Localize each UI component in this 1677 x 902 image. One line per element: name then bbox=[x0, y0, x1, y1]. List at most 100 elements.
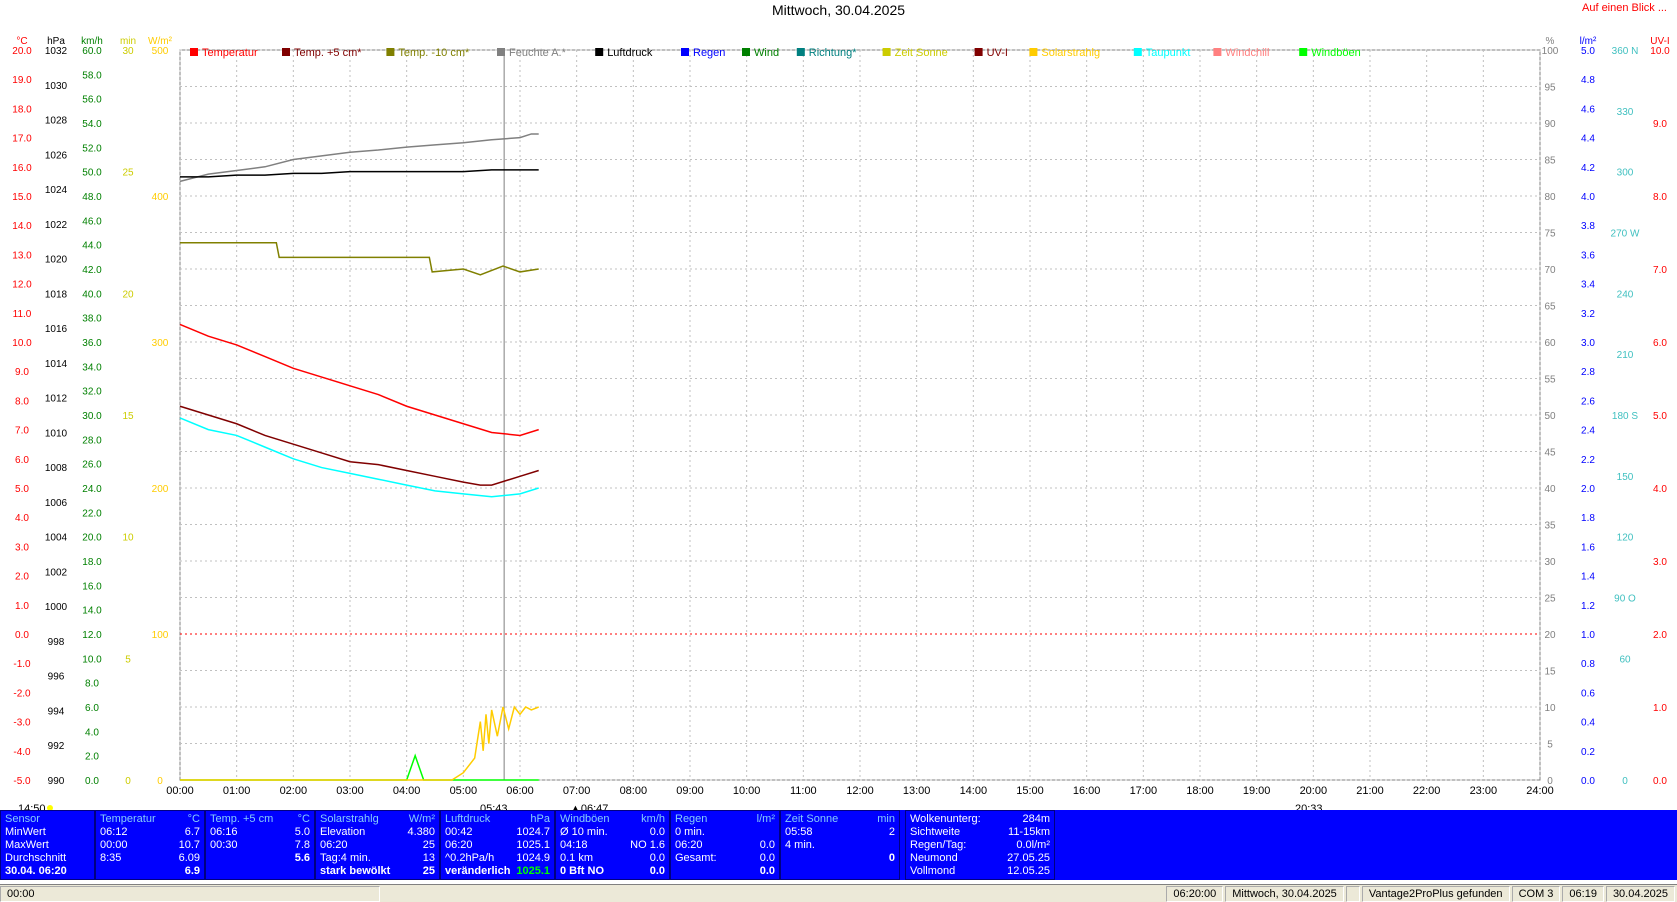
svg-text:4.4: 4.4 bbox=[1581, 134, 1595, 145]
svg-text:Regen: Regen bbox=[693, 47, 725, 59]
svg-text:05:43: 05:43 bbox=[480, 803, 508, 810]
svg-text:Windchill: Windchill bbox=[1225, 47, 1269, 59]
svg-text:1.0: 1.0 bbox=[15, 601, 29, 612]
svg-text:300: 300 bbox=[152, 338, 169, 349]
svg-text:56.0: 56.0 bbox=[82, 95, 102, 106]
svg-text:65: 65 bbox=[1544, 302, 1556, 313]
data-panel: SensorMinWertMaxWertDurchschnitt30.04. 0… bbox=[0, 810, 1677, 880]
svg-text:1.8: 1.8 bbox=[1581, 513, 1595, 524]
svg-text:55: 55 bbox=[1544, 375, 1556, 386]
svg-text:15: 15 bbox=[1544, 667, 1556, 678]
svg-text:-3.0: -3.0 bbox=[13, 718, 31, 729]
svg-text:11.0: 11.0 bbox=[13, 309, 32, 320]
svg-text:15.0: 15.0 bbox=[12, 192, 32, 203]
svg-text:Windböen: Windböen bbox=[1311, 47, 1361, 59]
svg-text:20:33: 20:33 bbox=[1295, 803, 1323, 810]
svg-text:-5.0: -5.0 bbox=[13, 776, 31, 787]
top-right-link[interactable]: Auf einen Blick ... bbox=[1582, 2, 1667, 14]
svg-text:18:00: 18:00 bbox=[1186, 785, 1214, 797]
svg-text:-4.0: -4.0 bbox=[13, 747, 31, 758]
svg-text:30.0: 30.0 bbox=[82, 411, 102, 422]
svg-text:330: 330 bbox=[1617, 107, 1634, 118]
svg-text:17.0: 17.0 bbox=[12, 134, 32, 145]
svg-text:20: 20 bbox=[122, 289, 134, 300]
svg-text:1.6: 1.6 bbox=[1581, 542, 1595, 553]
svg-text:3.6: 3.6 bbox=[1581, 250, 1595, 261]
svg-text:996: 996 bbox=[48, 672, 65, 683]
panel-col: Zeit Sonnemin05:5824 min.0 bbox=[780, 810, 900, 880]
svg-text:180 S: 180 S bbox=[1612, 411, 1638, 422]
svg-text:1000: 1000 bbox=[45, 602, 68, 613]
svg-text:75: 75 bbox=[1544, 229, 1556, 240]
svg-text:14:50: 14:50 bbox=[18, 803, 46, 810]
svg-text:12.0: 12.0 bbox=[12, 280, 32, 291]
svg-text:2.2: 2.2 bbox=[1581, 455, 1595, 466]
svg-text:21:00: 21:00 bbox=[1356, 785, 1384, 797]
svg-text:0: 0 bbox=[157, 776, 163, 787]
svg-text:90 O: 90 O bbox=[1614, 594, 1636, 605]
svg-text:60.0: 60.0 bbox=[82, 46, 102, 57]
svg-text:Temp. -10 cm*: Temp. -10 cm* bbox=[398, 47, 470, 59]
svg-text:992: 992 bbox=[48, 741, 65, 752]
svg-text:19.0: 19.0 bbox=[12, 75, 32, 86]
svg-text:0.2: 0.2 bbox=[1581, 747, 1595, 758]
svg-text:0.0: 0.0 bbox=[85, 776, 99, 787]
svg-text:3.0: 3.0 bbox=[1581, 338, 1595, 349]
status-bar: 00:00 06:20:00Mittwoch, 30.04.2025Vantag… bbox=[0, 884, 1677, 902]
svg-text:210: 210 bbox=[1617, 350, 1634, 361]
svg-text:40.0: 40.0 bbox=[82, 289, 102, 300]
svg-text:14.0: 14.0 bbox=[82, 606, 102, 617]
svg-text:1002: 1002 bbox=[45, 567, 68, 578]
svg-text:04:00: 04:00 bbox=[393, 785, 421, 797]
svg-text:1.0: 1.0 bbox=[1581, 630, 1595, 641]
status-cell: Vantage2ProPlus gefunden bbox=[1362, 886, 1510, 902]
svg-text:14.0: 14.0 bbox=[12, 221, 32, 232]
svg-text:500: 500 bbox=[152, 46, 169, 57]
svg-text:48.0: 48.0 bbox=[82, 192, 102, 203]
svg-text:9.0: 9.0 bbox=[1653, 119, 1667, 130]
svg-text:36.0: 36.0 bbox=[82, 338, 102, 349]
svg-text:10: 10 bbox=[1544, 703, 1556, 714]
svg-text:6.0: 6.0 bbox=[1653, 338, 1667, 349]
svg-text:240: 240 bbox=[1617, 289, 1634, 300]
main-chart: 00:0001:0002:0003:0004:0005:0006:0007:00… bbox=[0, 20, 1677, 810]
status-cell: Mittwoch, 30.04.2025 bbox=[1225, 886, 1344, 902]
svg-text:18.0: 18.0 bbox=[12, 104, 32, 115]
svg-text:3.2: 3.2 bbox=[1581, 309, 1595, 320]
svg-text:60: 60 bbox=[1619, 654, 1631, 665]
svg-text:2.0: 2.0 bbox=[15, 572, 29, 583]
svg-text:Temp. +5 cm*: Temp. +5 cm* bbox=[294, 47, 362, 59]
svg-text:1004: 1004 bbox=[45, 533, 68, 544]
page-title: Mittwoch, 30.04.2025 bbox=[0, 0, 1677, 18]
svg-text:8.0: 8.0 bbox=[15, 396, 29, 407]
svg-text:02:00: 02:00 bbox=[280, 785, 308, 797]
svg-text:360 N: 360 N bbox=[1612, 46, 1639, 57]
svg-text:1008: 1008 bbox=[45, 463, 68, 474]
svg-text:1.0: 1.0 bbox=[1653, 703, 1667, 714]
svg-text:4.0: 4.0 bbox=[15, 513, 29, 524]
svg-text:1010: 1010 bbox=[45, 428, 68, 439]
svg-text:24.0: 24.0 bbox=[82, 484, 102, 495]
svg-text:44.0: 44.0 bbox=[82, 241, 102, 252]
svg-text:1014: 1014 bbox=[45, 359, 68, 370]
svg-text:26.0: 26.0 bbox=[82, 460, 102, 471]
svg-text:2.4: 2.4 bbox=[1581, 426, 1595, 437]
status-cell: 06:19 bbox=[1562, 886, 1604, 902]
svg-text:400: 400 bbox=[152, 192, 169, 203]
svg-text:6.0: 6.0 bbox=[85, 703, 99, 714]
svg-text:8.0: 8.0 bbox=[1653, 192, 1667, 203]
svg-text:1.4: 1.4 bbox=[1581, 572, 1595, 583]
status-cell: 06:20:00 bbox=[1166, 886, 1223, 902]
svg-text:5.0: 5.0 bbox=[1581, 46, 1595, 57]
svg-text:00:00: 00:00 bbox=[166, 785, 194, 797]
svg-text:50: 50 bbox=[1544, 411, 1556, 422]
svg-text:1030: 1030 bbox=[45, 81, 68, 92]
svg-text:100: 100 bbox=[1542, 46, 1559, 57]
svg-text:0: 0 bbox=[125, 776, 131, 787]
svg-text:1012: 1012 bbox=[45, 394, 68, 405]
panel-col: Windböenkm/hØ 10 min.0.004:18NO 1.60.1 k… bbox=[555, 810, 670, 880]
svg-text:UV-I: UV-I bbox=[987, 47, 1008, 59]
svg-text:3.0: 3.0 bbox=[15, 542, 29, 553]
svg-text:1026: 1026 bbox=[45, 150, 68, 161]
svg-text:4.0: 4.0 bbox=[85, 727, 99, 738]
